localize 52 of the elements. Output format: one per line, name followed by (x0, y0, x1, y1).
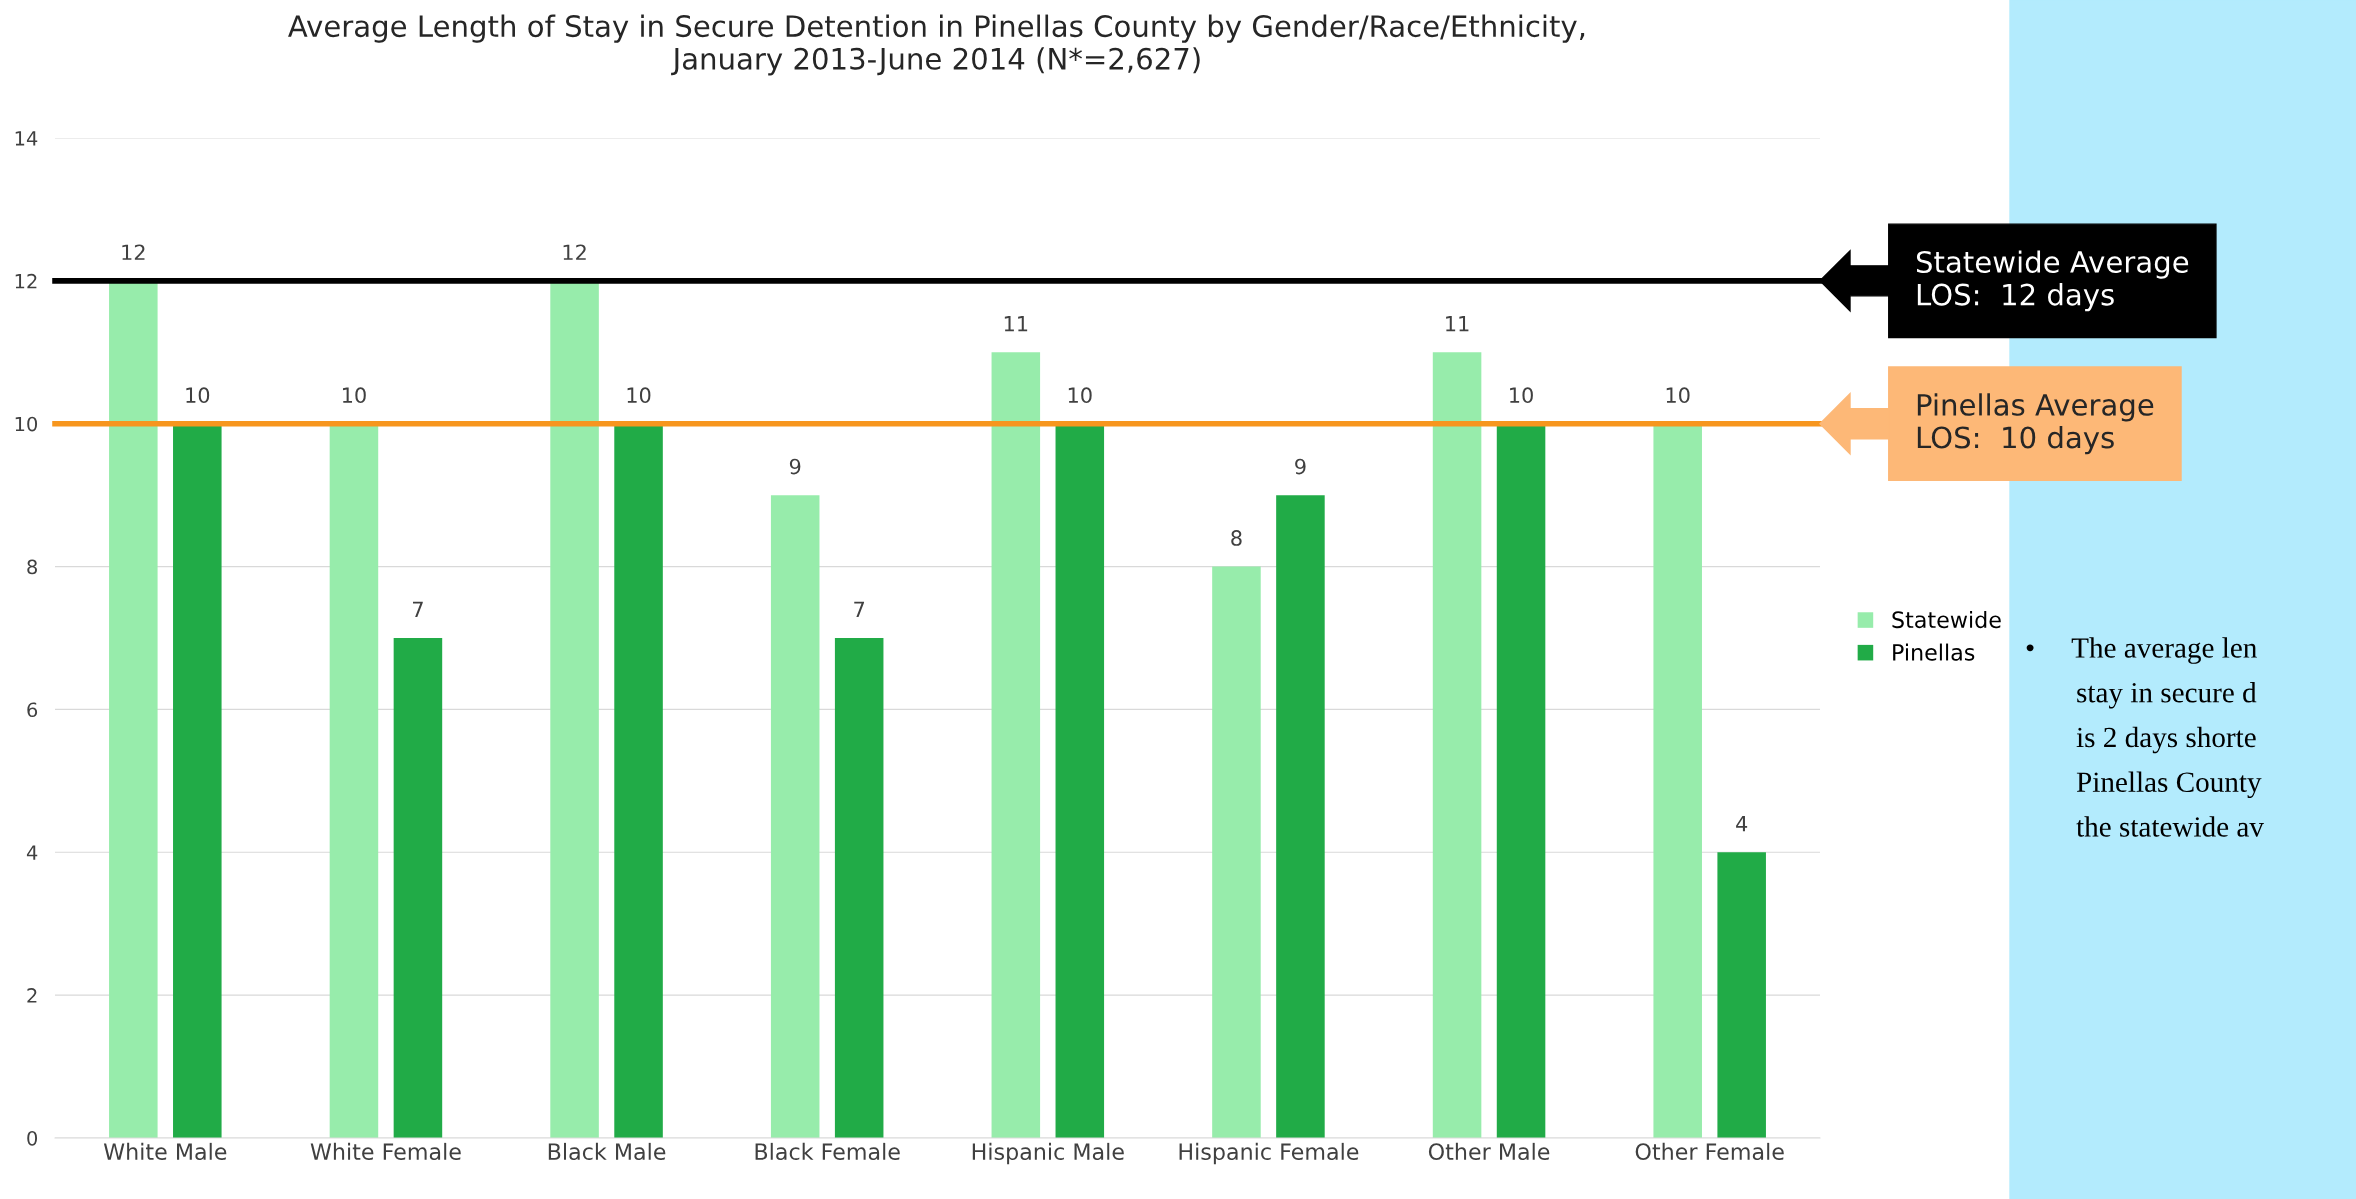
data-label: 10 (1068, 387, 1092, 404)
x-tick-label: White Male (103, 1142, 227, 1161)
bar (614, 423, 663, 1138)
text: • The average len stay in secure d is 2 days shorte Pinellas County the statewide av (2026, 637, 2264, 837)
bar (1653, 423, 1702, 1138)
legend-label: Statewide (1892, 610, 2001, 629)
x-tick-label: Black Male (548, 1142, 666, 1161)
x-tick-label: Hispanic Female (1179, 1142, 1359, 1165)
bar (991, 352, 1041, 1138)
y-tick-label: 2 (27, 988, 37, 1003)
bar (1432, 352, 1482, 1138)
bar (393, 638, 443, 1138)
data-label: 7 (854, 601, 865, 617)
bar (1055, 423, 1105, 1138)
data-label: 10 (627, 387, 651, 404)
bar (834, 638, 884, 1138)
y-tick-label: 4 (26, 845, 38, 860)
y-tick-label: 10 (15, 416, 38, 432)
data-label: 10 (1666, 387, 1690, 404)
y-tick-label: 8 (27, 559, 37, 575)
data-label: 11 (1004, 316, 1028, 332)
bar (1496, 423, 1546, 1138)
x-tick-label: Black Female (755, 1142, 900, 1161)
bar (1717, 852, 1766, 1138)
data-label: 9 (1295, 458, 1306, 475)
bar (1212, 566, 1261, 1138)
y-tick-label: 0 (27, 1130, 38, 1146)
data-label: 12 (122, 244, 145, 260)
legend-label: Pinellas (1893, 643, 1975, 661)
data-label: 10 (1510, 387, 1533, 404)
x-tick-label: Other Male (1428, 1142, 1550, 1161)
chart-title: Average Length of Stay in Secure Detention in Pinellas County by Gender/Race/Ethnicity, January 2013-June 2014 (N*=2,627) (288, 14, 1585, 76)
data-label: 12 (563, 244, 586, 260)
data-label: 10 (342, 387, 366, 404)
data-label: 10 (186, 387, 210, 404)
data-label: 11 (1446, 316, 1469, 332)
ref-line-label: Statewide Average LOS: 12 days (1916, 250, 2189, 312)
bar (1276, 495, 1325, 1138)
y-tick-label: 12 (15, 273, 37, 289)
y-tick-label: 14 (15, 131, 38, 146)
data-label: 8 (1231, 530, 1242, 546)
bar (329, 423, 379, 1138)
ref-line-label: Pinellas Average LOS: 10 days (1917, 393, 2154, 455)
data-label: 4 (1736, 816, 1748, 832)
bar (173, 423, 222, 1138)
data-label: 9 (789, 458, 801, 475)
x-tick-label: Other Female (1635, 1142, 1784, 1161)
data-label: 7 (413, 601, 423, 617)
bar (770, 495, 820, 1138)
x-tick-label: Hispanic Male (972, 1142, 1124, 1165)
y-tick-label: 6 (27, 702, 38, 718)
x-tick-label: White Female (310, 1142, 461, 1161)
